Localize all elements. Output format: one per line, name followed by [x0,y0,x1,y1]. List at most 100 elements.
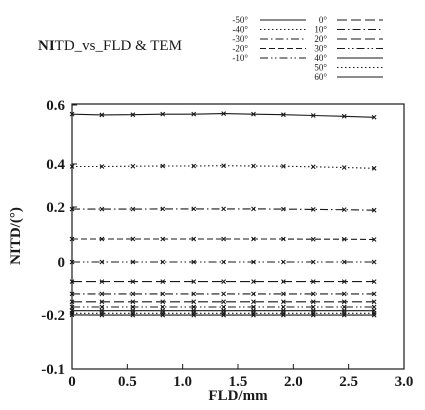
data-point [280,279,286,285]
legend-label: -30° [232,34,248,44]
y-axis-label: NITD/(°) [8,207,24,265]
x-tick-label: 1.5 [229,374,248,390]
plot-frame [71,103,405,370]
data-point [221,259,227,265]
data-point [341,236,347,242]
series-1 [69,111,377,120]
data-point [341,291,347,297]
x-axis-label: FLD/mm [208,388,268,404]
chart-title-bold: NI [38,38,55,54]
data-point [341,165,347,170]
chart-title-rest: TD_vs_FLD & TEM [55,38,182,54]
data-point [160,111,166,117]
data-point [191,259,197,265]
data-point [99,279,105,285]
data-point [191,206,197,212]
data-point [191,279,197,285]
data-point [99,312,105,318]
y-tick-label: -0.2 [41,308,65,324]
x-tick-label: 0.5 [118,374,137,390]
data-point [69,299,75,305]
data-point [341,113,347,119]
y-tick-label: 0.4 [46,157,65,173]
data-point [280,236,286,242]
data-point [371,207,377,213]
data-point [130,291,136,297]
data-point [310,312,316,318]
data-point [69,164,75,169]
legend-item: 50° [314,63,383,73]
data-point [130,304,136,310]
data-point [280,112,286,118]
data-point [341,279,347,285]
data-point [221,299,227,305]
series-3 [69,206,377,213]
data-point [130,236,136,242]
data-point [341,207,347,213]
data-point [191,111,197,117]
y-tick-label: 0.2 [46,200,65,216]
data-point [251,111,256,117]
data-point [99,299,105,305]
data-point [221,312,227,318]
data-point [341,312,347,318]
data-point [191,291,197,297]
data-point [251,259,256,265]
data-point [99,236,105,242]
data-point [99,259,105,265]
series-7 [69,291,377,297]
series-6 [69,279,377,285]
data-point [130,163,136,169]
data-point [251,206,256,212]
data-point [310,304,316,310]
data-point [221,163,227,169]
data-point [191,163,197,169]
data-point [371,114,377,120]
data-point [310,291,316,297]
legend-item: -40° [232,25,306,35]
data-point [371,299,377,305]
data-point [130,299,136,305]
x-tick-label: 2.5 [339,374,358,390]
data-point [191,299,197,305]
data-point [99,291,105,297]
data-point [160,163,166,169]
data-point [160,304,166,310]
legend-label: 10° [314,25,327,35]
data-point [310,113,316,118]
data-point [130,112,136,118]
data-point [251,279,256,285]
series-5 [69,259,377,265]
data-point [251,163,256,169]
data-point [280,163,286,169]
data-point [221,304,227,310]
data-point [280,291,286,297]
data-point [310,279,316,285]
legend-item: -50° [232,15,306,25]
x-tick-label: 0 [68,374,76,390]
legend-label: -40° [232,25,248,35]
data-point [310,207,316,212]
data-point [130,312,136,318]
data-point [160,312,166,318]
data-point [371,279,377,285]
legend-item: 60° [314,72,383,82]
data-point [69,111,75,117]
data-point [191,236,197,242]
data-point [251,291,256,297]
legend-label: -20° [232,44,248,54]
data-point [371,312,377,318]
data-point [221,279,227,285]
data-point [371,259,377,265]
data-point [130,206,136,212]
data-point [160,259,166,265]
data-point [221,206,227,212]
data-point [69,291,75,297]
data-point [341,259,347,265]
series-line [72,238,375,241]
data-point [251,304,256,310]
data-point [371,304,377,310]
x-tick-label: 1.0 [173,374,192,390]
legend-label: -10° [232,53,248,63]
